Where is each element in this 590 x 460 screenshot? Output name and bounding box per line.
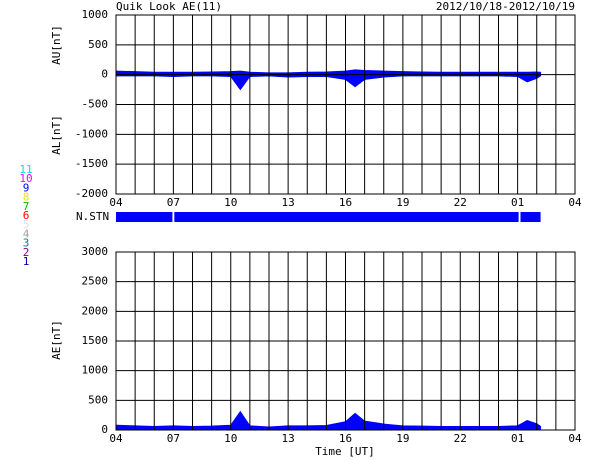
x-tick-label: 19 (396, 432, 409, 445)
x-tick-label: 01 (511, 432, 524, 445)
date-range: 2012/10/18-2012/10/19 (436, 0, 575, 13)
x-tick-label: 04 (568, 196, 582, 209)
station-count: 1 (23, 255, 30, 268)
plot-frame (115, 251, 576, 431)
data-area (115, 410, 542, 431)
chart-title: Quik Look AE(11) (116, 0, 222, 13)
y-axis-label: AL[nT] (50, 115, 63, 155)
x-tick-label: 13 (282, 196, 295, 209)
x-tick-label: 04 (568, 432, 582, 445)
x-tick-label: 22 (454, 432, 467, 445)
nstn-segment (520, 212, 541, 222)
x-tick-label: 10 (224, 432, 237, 445)
x-tick-label: 07 (167, 196, 180, 209)
x-tick-label: 13 (282, 432, 295, 445)
y-tick-label: 2000 (82, 304, 109, 317)
nstn-segment (174, 212, 519, 222)
x-tick-label: 19 (396, 196, 409, 209)
x-tick-label: 16 (339, 196, 352, 209)
x-axis-label: Time [UT] (315, 445, 375, 458)
x-tick-label: 04 (109, 432, 123, 445)
y-axis-label: AU[nT] (50, 25, 63, 65)
station-count: 6 (23, 209, 30, 222)
nstn-label: N.STN (76, 210, 109, 223)
station-count: 11 (19, 163, 32, 176)
station-count: 4 (23, 227, 30, 240)
y-tick-label: -1500 (75, 157, 108, 170)
station-count: 9 (23, 181, 30, 194)
x-tick-label: 10 (224, 196, 237, 209)
y-tick-label: 0 (101, 423, 108, 436)
station-count: 2 (23, 246, 30, 259)
y-tick-label: -2000 (75, 187, 108, 200)
x-tick-label: 04 (109, 196, 123, 209)
x-tick-label: 16 (339, 432, 352, 445)
data-area (115, 74, 542, 91)
y-tick-label: 1500 (82, 334, 109, 347)
x-tick-label: 22 (454, 196, 467, 209)
x-tick-label: 07 (167, 432, 180, 445)
y-tick-label: 500 (88, 393, 108, 406)
y-tick-label: 3000 (82, 245, 109, 258)
data-area (115, 69, 542, 76)
y-tick-label: 500 (88, 38, 108, 51)
station-count: 5 (23, 218, 30, 231)
y-tick-label: 2500 (82, 275, 109, 288)
x-tick-label: 01 (511, 196, 524, 209)
station-count: 3 (23, 237, 30, 250)
station-count: 8 (23, 191, 30, 204)
y-tick-label: 1000 (82, 364, 109, 377)
y-tick-label: -1000 (75, 127, 108, 140)
plot-frame (115, 14, 576, 195)
y-axis-label: AE[nT] (50, 320, 63, 360)
y-tick-label: 1000 (82, 8, 109, 21)
y-tick-label: -500 (82, 98, 109, 111)
station-count: 10 (19, 172, 32, 185)
y-tick-label: 0 (101, 68, 108, 81)
station-count: 7 (23, 200, 30, 213)
nstn-segment (116, 212, 173, 222)
